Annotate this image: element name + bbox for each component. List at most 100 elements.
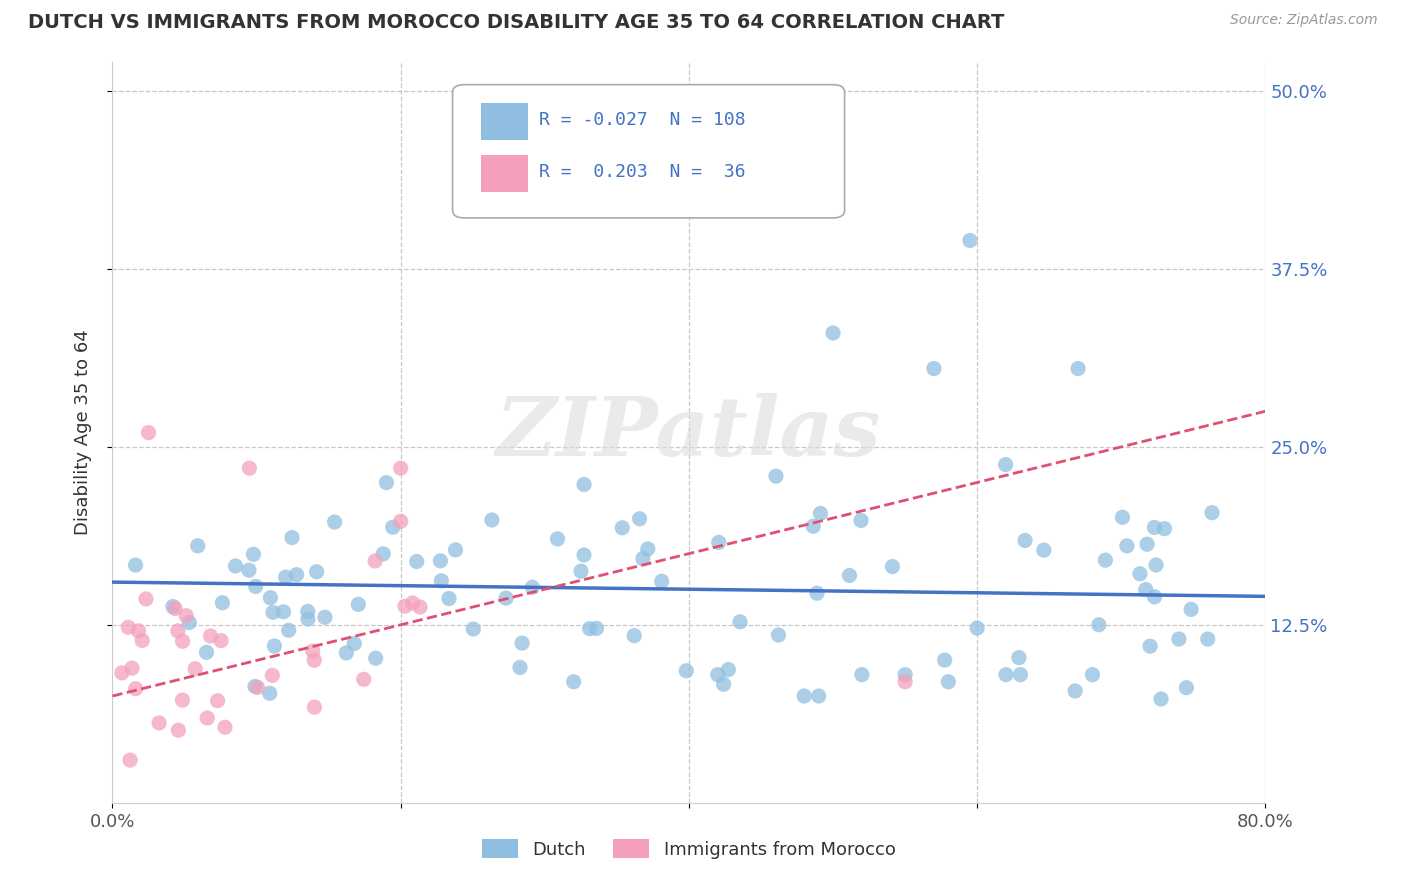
Point	[167, 723, 190, 738]
Point	[238, 563, 260, 577]
Point	[1115, 539, 1137, 553]
Point	[389, 514, 412, 528]
Point	[1143, 520, 1166, 534]
Point	[882, 559, 904, 574]
FancyBboxPatch shape	[453, 85, 845, 218]
Text: R =  0.203  N =  36: R = 0.203 N = 36	[538, 163, 745, 181]
Point	[187, 539, 209, 553]
Point	[1180, 602, 1202, 616]
Point	[922, 361, 945, 376]
Point	[124, 558, 146, 572]
Point	[273, 605, 295, 619]
Point	[167, 624, 190, 638]
Point	[728, 615, 751, 629]
Point	[612, 521, 634, 535]
Point	[572, 477, 595, 491]
Text: R = -0.027  N = 108: R = -0.027 N = 108	[538, 112, 745, 129]
Y-axis label: Disability Age 35 to 64: Disability Age 35 to 64	[73, 330, 91, 535]
Point	[207, 694, 229, 708]
Point	[562, 674, 585, 689]
Point	[1144, 558, 1167, 572]
Point	[285, 567, 308, 582]
Point	[238, 461, 260, 475]
FancyBboxPatch shape	[481, 155, 527, 192]
Point	[995, 667, 1018, 681]
Point	[631, 551, 654, 566]
Point	[297, 604, 319, 618]
Point	[1175, 681, 1198, 695]
Point	[245, 579, 267, 593]
Point	[1088, 617, 1111, 632]
Point	[966, 621, 988, 635]
Point	[934, 653, 956, 667]
Point	[851, 667, 873, 681]
Point	[651, 574, 673, 589]
Point	[569, 564, 592, 578]
Point	[335, 646, 357, 660]
Point	[1010, 667, 1032, 681]
Point	[637, 541, 659, 556]
Point	[806, 586, 828, 600]
Point	[849, 513, 872, 527]
Point	[128, 624, 150, 638]
Legend: Dutch, Immigrants from Morocco: Dutch, Immigrants from Morocco	[474, 830, 904, 868]
Point	[838, 568, 860, 582]
Point	[364, 651, 387, 665]
Point	[135, 591, 157, 606]
Text: Source: ZipAtlas.com: Source: ZipAtlas.com	[1230, 13, 1378, 28]
Point	[572, 548, 595, 562]
Point	[1150, 692, 1173, 706]
Point	[936, 674, 959, 689]
Point	[302, 644, 325, 658]
Point	[509, 660, 531, 674]
Point	[1111, 510, 1133, 524]
Point	[1094, 553, 1116, 567]
Point	[894, 674, 917, 689]
Point	[304, 700, 326, 714]
Point	[707, 535, 730, 549]
Point	[297, 612, 319, 626]
Point	[444, 542, 467, 557]
Point	[437, 591, 460, 606]
Point	[959, 234, 981, 248]
Point	[1139, 639, 1161, 653]
Point	[510, 636, 533, 650]
Point	[195, 711, 218, 725]
Point	[1197, 632, 1219, 646]
Point	[1081, 667, 1104, 681]
Point	[381, 520, 404, 534]
Point	[463, 622, 485, 636]
Point	[243, 680, 266, 694]
Point	[430, 574, 453, 588]
Point	[262, 668, 284, 682]
Point	[394, 599, 416, 614]
Point	[274, 570, 297, 584]
Point	[623, 629, 645, 643]
Point	[1032, 543, 1054, 558]
Point	[277, 624, 299, 638]
Point	[347, 598, 370, 612]
Point	[314, 610, 336, 624]
Point	[120, 753, 142, 767]
Point	[242, 547, 264, 561]
Point	[389, 461, 412, 475]
Point	[807, 689, 830, 703]
Point	[165, 601, 187, 615]
Point	[124, 681, 146, 696]
Point	[323, 515, 346, 529]
Point	[373, 547, 395, 561]
Point	[1129, 566, 1152, 581]
Point	[801, 519, 824, 533]
Point	[994, 458, 1017, 472]
Point	[259, 686, 281, 700]
Point	[717, 663, 740, 677]
Point	[522, 580, 544, 594]
Point	[262, 605, 284, 619]
Point	[628, 512, 651, 526]
Text: DUTCH VS IMMIGRANTS FROM MOROCCO DISABILITY AGE 35 TO 64 CORRELATION CHART: DUTCH VS IMMIGRANTS FROM MOROCCO DISABIL…	[28, 13, 1004, 32]
Point	[1008, 650, 1031, 665]
Point	[304, 653, 326, 667]
Point	[821, 326, 844, 340]
Point	[172, 693, 194, 707]
Point	[195, 645, 218, 659]
